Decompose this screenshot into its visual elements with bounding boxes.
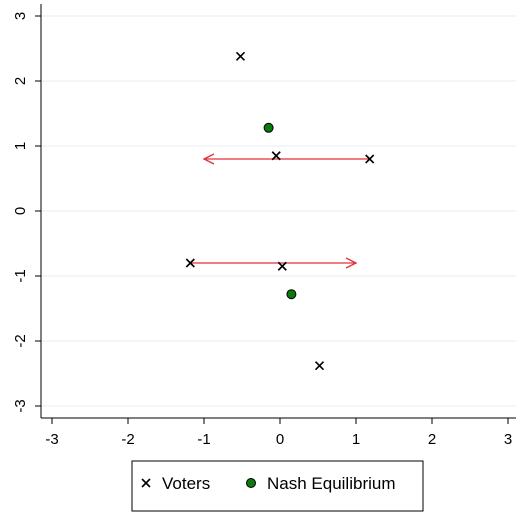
x-tick-label-1: -2 <box>121 431 134 448</box>
y-tick-label-1: -2 <box>12 334 29 347</box>
legend-marker-voters <box>141 478 151 488</box>
y-tick-label-2: -1 <box>12 269 29 282</box>
voter-point-2 <box>365 154 375 164</box>
y-tick-label-0: -3 <box>12 399 29 412</box>
voter-point-5 <box>314 361 325 371</box>
x-tick-label-5: 2 <box>428 431 436 448</box>
x-tick-label-6: 3 <box>504 431 512 448</box>
voter-point-1 <box>271 151 281 161</box>
nash-point-1 <box>286 289 297 300</box>
data-points <box>185 51 375 371</box>
arrows <box>190 159 370 263</box>
y-tick-label-5: 2 <box>12 77 29 85</box>
nash-point-0 <box>263 122 274 133</box>
voter-point-3 <box>185 258 195 268</box>
x-tick-label-2: -1 <box>197 431 210 448</box>
x-tick-label-3: 0 <box>276 431 284 448</box>
y-tick-label-6: 3 <box>12 12 29 20</box>
x-tick-label-4: 1 <box>352 431 360 448</box>
legend-label-voters: Voters <box>162 474 210 493</box>
voter-point-0 <box>235 51 246 61</box>
legend-label-nash: Nash Equilibrium <box>267 474 396 493</box>
y-tick-label-3: 0 <box>12 207 29 215</box>
axes: -3 -2 -1 0 1 2 3 -3 -2 -1 0 1 2 3 <box>12 4 516 448</box>
legend-box <box>131 460 424 512</box>
legend: Voters Nash Equilibrium <box>131 460 424 512</box>
grid-lines <box>41 15 516 407</box>
voter-point-4 <box>277 261 287 271</box>
x-tick-label-0: -3 <box>45 431 58 448</box>
y-tick-label-4: 1 <box>12 142 29 150</box>
legend-marker-nash <box>246 478 256 488</box>
